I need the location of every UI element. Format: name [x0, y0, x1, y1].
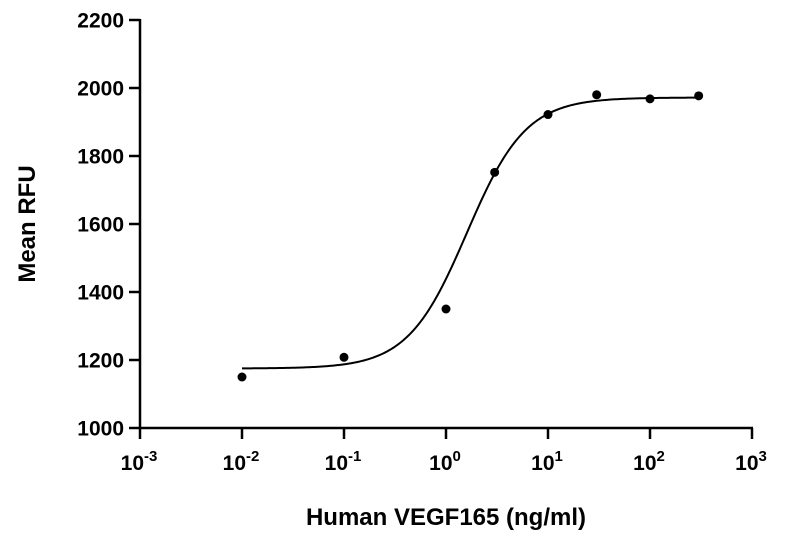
- data-point: [694, 91, 704, 101]
- x-tick-base: 10: [735, 452, 758, 475]
- x-tick-exponent: -2: [246, 448, 259, 465]
- x-tick-label: 103: [735, 448, 767, 475]
- fit-curve: [241, 96, 699, 370]
- x-tick-exponent: 0: [453, 448, 461, 465]
- data-point: [645, 94, 655, 104]
- data-point: [592, 90, 602, 100]
- y-axis-title: Mean RFU: [14, 165, 41, 282]
- y-axis-ticks: 1000 1200 1400 1600 1800 2000 2200: [77, 10, 140, 441]
- x-tick-exponent: 2: [657, 448, 665, 465]
- x-tick-base: 10: [325, 452, 348, 475]
- x-tick-base: 10: [121, 452, 144, 475]
- y-tick-label: 1400: [77, 282, 124, 305]
- x-tick-exponent: 3: [759, 448, 767, 465]
- x-tick-exponent: -1: [348, 448, 361, 465]
- data-point: [441, 304, 451, 314]
- x-tick-label: 10-1: [325, 448, 362, 475]
- y-tick-label: 2200: [77, 10, 124, 33]
- y-tick-label: 1200: [77, 350, 124, 373]
- x-tick-base: 10: [531, 452, 554, 475]
- x-tick-label: 10-2: [223, 448, 260, 475]
- data-points: [237, 90, 704, 382]
- x-axis-title: Human VEGF165 (ng/ml): [306, 504, 586, 531]
- x-tick-exponent: -3: [144, 448, 157, 465]
- x-tick-exponent: 1: [555, 448, 563, 465]
- x-axis-ticks: 10-3 10-2 10-1 100 101 102 103: [121, 428, 767, 475]
- y-tick-label: 1600: [77, 214, 124, 237]
- x-tick-label: 101: [531, 448, 563, 475]
- x-tick-label: 10-3: [121, 448, 158, 475]
- y-tick-label: 1000: [77, 418, 124, 441]
- data-point: [543, 110, 553, 120]
- data-point: [490, 167, 500, 177]
- x-tick-base: 10: [429, 452, 452, 475]
- x-tick-base: 10: [633, 452, 656, 475]
- x-tick-label: 100: [429, 448, 461, 475]
- x-tick-base: 10: [223, 452, 246, 475]
- data-point: [237, 372, 247, 382]
- y-tick-label: 2000: [77, 78, 124, 101]
- data-point: [339, 352, 349, 362]
- y-tick-label: 1800: [77, 146, 124, 169]
- x-tick-label: 102: [633, 448, 665, 475]
